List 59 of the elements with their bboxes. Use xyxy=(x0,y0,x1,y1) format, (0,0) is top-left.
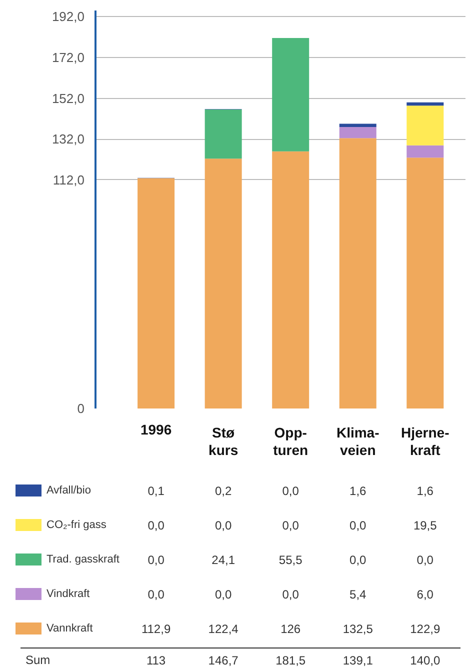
bar xyxy=(138,178,175,408)
data-label: 126 xyxy=(280,622,301,636)
data-label: 122,9 xyxy=(410,622,440,636)
x-tick-label: Opp- turen xyxy=(273,424,308,458)
data-label: 0,0 xyxy=(282,484,300,498)
bar xyxy=(272,151,310,408)
data-label: 0,0 xyxy=(416,553,434,567)
bar xyxy=(406,158,444,408)
data-label: 0,1 xyxy=(148,484,165,498)
bar xyxy=(272,38,310,152)
bar xyxy=(204,109,242,159)
data-label: 0,0 xyxy=(282,518,300,532)
bar xyxy=(406,145,444,158)
data-label: 5,4 xyxy=(350,588,367,602)
data-label: 0,0 xyxy=(214,518,232,532)
legend-label: Vannkraft xyxy=(46,622,93,634)
bar xyxy=(406,106,444,146)
text: 139,1 xyxy=(342,654,374,668)
text: 146,7 xyxy=(208,654,239,668)
legend-label: CO₂-fri gass xyxy=(46,519,107,531)
text: 181,5 xyxy=(276,654,306,668)
data-label: 55,5 xyxy=(278,553,303,567)
y-tick-label: 172,0 xyxy=(52,50,85,65)
data-label: 1,6 xyxy=(350,484,367,498)
data-label: 0,2 xyxy=(214,484,232,498)
text: Sum xyxy=(26,653,50,667)
data-label: 0,0 xyxy=(148,553,165,567)
bar xyxy=(406,102,444,106)
bar xyxy=(339,127,376,138)
text: 113 xyxy=(146,654,166,668)
legend-label: Trad. gasskraft xyxy=(46,554,120,566)
data-label: 0,0 xyxy=(148,588,165,602)
y-tick-label: 192,0 xyxy=(52,9,85,24)
data-label: 122,4 xyxy=(208,622,239,636)
data-label: 19,5 xyxy=(413,518,438,532)
x-tick-label: Hjerne- kraft xyxy=(401,424,450,458)
data-label: 1,6 xyxy=(416,484,434,498)
x-tick-label: Stø kurs xyxy=(208,424,238,458)
x-tick-label: Klima- veien xyxy=(336,424,380,458)
x-tick-label: 1996 xyxy=(140,422,172,438)
data-label: 112,9 xyxy=(141,622,171,636)
legend-label: Vindkraft xyxy=(46,588,90,600)
data-label: 132,5 xyxy=(342,622,374,636)
data-label: 6,0 xyxy=(416,588,434,602)
data-label: 0,0 xyxy=(148,518,165,532)
bar xyxy=(204,158,242,408)
data-label: 0,0 xyxy=(350,553,367,567)
data-label: 0,0 xyxy=(350,518,367,532)
y-tick-label: 0 xyxy=(77,401,85,416)
y-tick-label: 152,0 xyxy=(52,90,85,106)
data-label: 0,0 xyxy=(282,588,300,602)
y-tick-label: 132,0 xyxy=(52,132,85,147)
data-label: 0,0 xyxy=(214,588,232,602)
legend-label: Avfall/bio xyxy=(46,484,91,496)
text: 140,0 xyxy=(410,654,440,668)
y-tick-label: 112,0 xyxy=(52,172,85,188)
bar xyxy=(339,138,376,408)
bar xyxy=(339,124,376,128)
data-label: 24,1 xyxy=(212,553,236,567)
